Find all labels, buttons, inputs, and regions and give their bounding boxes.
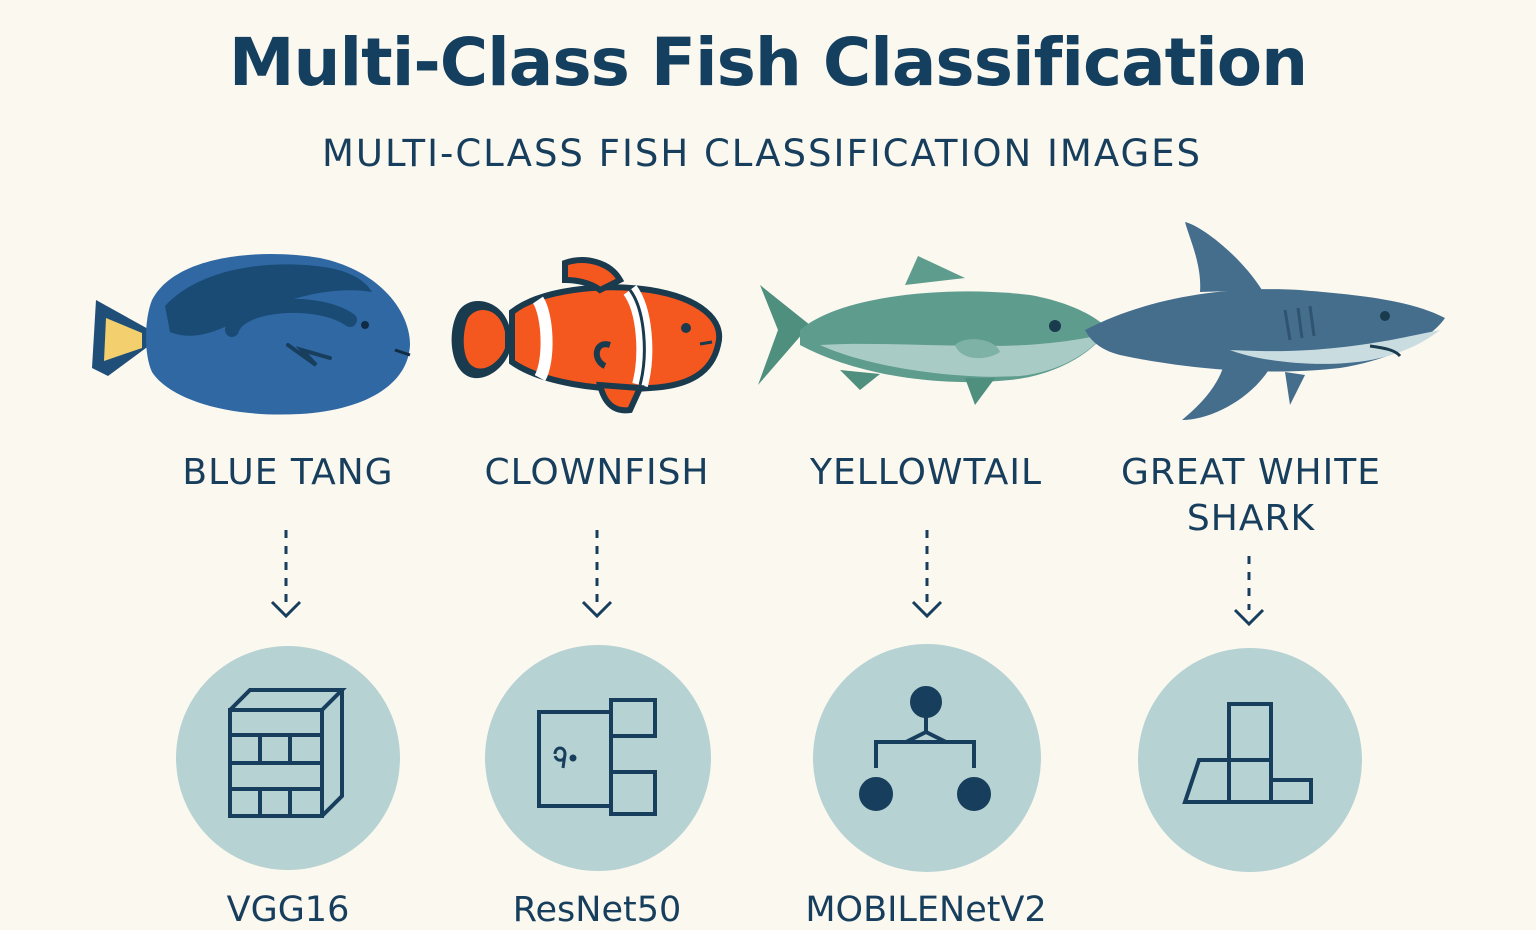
page-title: Multi-Class Fish Classification [228, 24, 1308, 101]
blue-tang-illustration [92, 254, 411, 415]
pipeline-graphic-mobilenetv2 [813, 530, 1041, 872]
pipeline-column-clownfish: CLOWNFISH ResNet50 [447, 450, 747, 930]
arrow-down-icon [581, 600, 613, 619]
page-subtitle: MULTI-CLASS FISH CLASSIFICATION IMAGES [321, 132, 1203, 175]
arrow-down-icon [270, 600, 302, 619]
model-label-vgg16: VGG16 [226, 890, 350, 930]
pipeline-column-blue-tang: BLUE TANG VGG16 [138, 450, 438, 930]
model-label-mobilenetv2: MOBILENetV2 [805, 890, 1047, 930]
grid-cube-icon [228, 688, 347, 818]
model-label-resnet50: ResNet50 [512, 890, 682, 930]
model-circle [813, 644, 1041, 872]
fish-label-yellowtail: YELLOWTAIL [810, 452, 1042, 493]
pipeline-graphic-resnet50 [485, 530, 711, 871]
fish-label-clownfish: CLOWNFISH [484, 452, 710, 493]
fish-label-great-white-shark: GREAT WHITE SHARK [1121, 452, 1381, 539]
arrow-down-icon [1233, 608, 1265, 627]
pipeline-column-yellowtail: YELLOWTAIL MOBILENetV2 [776, 450, 1076, 930]
fish-label-blue-tang: BLUE TANG [182, 452, 394, 493]
pipeline-graphic-vgg16 [176, 530, 400, 870]
arrow-down-icon [911, 600, 943, 619]
fish-illustrations [92, 222, 1445, 420]
model-circle [485, 645, 711, 871]
yellowtail-illustration [758, 256, 1108, 405]
residual-blocks-icon [537, 698, 657, 816]
stacked-blocks-icon [1182, 702, 1313, 804]
branch-tree-icon [859, 686, 991, 811]
great-white-shark-illustration [1085, 222, 1445, 420]
pipeline-graphic-stacked [1138, 556, 1362, 872]
pipeline-column-great-white-shark: GREAT WHITE SHARK [1101, 450, 1401, 929]
clownfish-illustration [451, 257, 723, 414]
